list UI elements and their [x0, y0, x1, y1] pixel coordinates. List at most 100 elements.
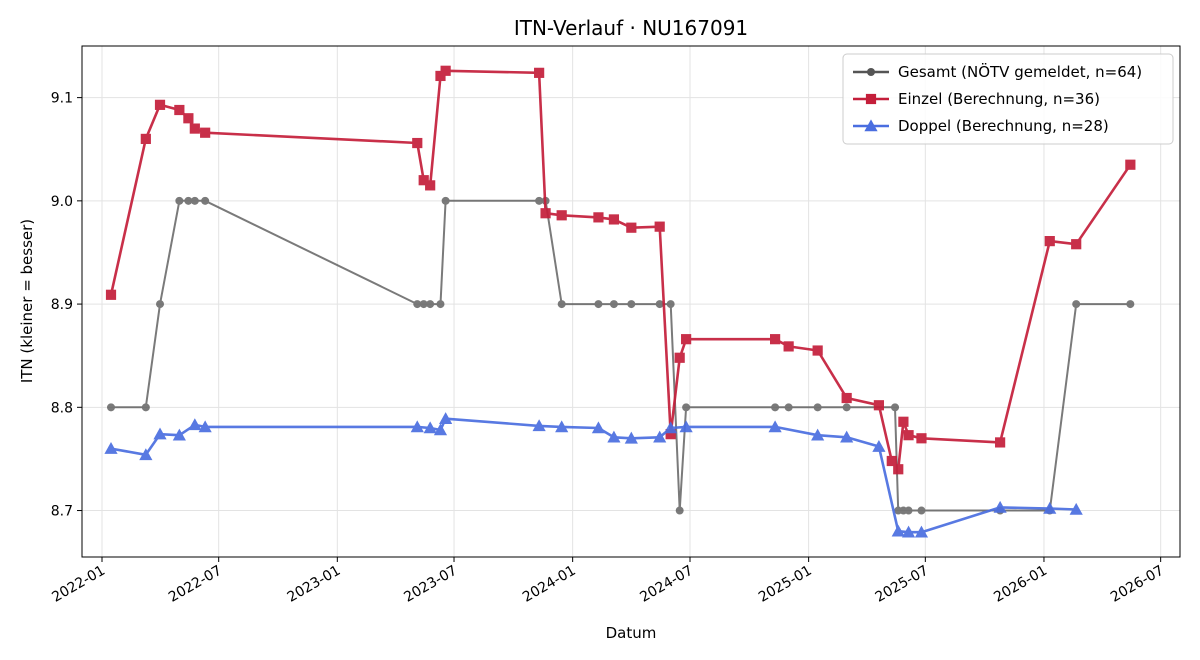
series-line: [110, 417, 1077, 534]
y-tick-label: 9.0: [51, 194, 73, 210]
data-point: [425, 180, 436, 191]
data-point: [873, 400, 885, 411]
data-point: [439, 412, 453, 424]
series-doppel: [104, 412, 1083, 538]
data-point: [1126, 300, 1135, 309]
data-point: [886, 455, 897, 467]
data-point: [419, 300, 428, 309]
data-point: [891, 403, 900, 412]
data-point: [914, 525, 929, 538]
data-point: [140, 133, 151, 145]
data-point: [423, 421, 437, 434]
data-point: [664, 421, 678, 434]
data-point: [813, 403, 822, 412]
data-point: [608, 214, 620, 225]
data-point: [624, 431, 638, 444]
grid: [82, 46, 1180, 557]
y-tick-label: 8.9: [51, 297, 73, 313]
data-point: [898, 416, 909, 427]
data-point: [188, 418, 202, 431]
data-point: [557, 300, 566, 309]
data-point: [784, 403, 793, 412]
y-axis-title: ITN (kleiner = besser): [18, 219, 36, 383]
data-point: [540, 208, 551, 219]
data-point: [675, 506, 684, 515]
series-einzel: [105, 65, 1136, 475]
data-point: [1069, 502, 1083, 515]
data-point: [200, 127, 211, 138]
legend-label: Doppel (Berechnung, n=28): [898, 117, 1109, 135]
data-point: [591, 421, 606, 434]
x-tick-label: 2024-01: [520, 563, 579, 606]
data-point: [198, 420, 212, 433]
data-point: [783, 341, 794, 352]
x-tick-label: 2025-01: [756, 563, 815, 606]
data-point: [917, 506, 926, 515]
data-point: [654, 221, 665, 232]
data-point: [184, 196, 193, 205]
data-point: [556, 210, 567, 221]
data-point: [1044, 236, 1055, 247]
data-point: [627, 300, 636, 309]
x-tick-label: 2023-07: [401, 563, 460, 606]
y-axis: 8.7 8.8 8.9 9.0 9.1: [51, 91, 82, 520]
data-point: [172, 428, 186, 441]
data-point: [141, 403, 150, 412]
data-point: [666, 300, 675, 309]
data-point: [104, 442, 118, 454]
legend-item: Einzel (Berechnung, n=36): [853, 90, 1100, 108]
data-point: [903, 430, 914, 441]
data-point: [435, 70, 446, 82]
data-point: [189, 123, 200, 134]
data-point: [1071, 239, 1082, 250]
data-point: [1072, 300, 1081, 309]
legend-item: Doppel (Berechnung, n=28): [853, 117, 1109, 135]
data-point: [418, 175, 429, 186]
series-gesamt: [107, 196, 1135, 515]
x-tick-label: 2024-07: [637, 563, 696, 606]
data-point: [1043, 501, 1057, 514]
data-point: [154, 99, 166, 110]
data-point: [190, 196, 199, 205]
data-point: [653, 430, 667, 443]
series-layer: [104, 65, 1136, 538]
data-point: [440, 65, 451, 76]
legend-box: [842, 53, 1174, 145]
data-point: [201, 196, 210, 205]
data-point: [916, 433, 927, 444]
data-point: [441, 196, 450, 205]
data-point: [626, 222, 637, 233]
data-point: [607, 430, 621, 443]
legend-marker: [864, 119, 878, 132]
data-point: [609, 300, 618, 309]
y-tick-label: 8.7: [51, 504, 73, 520]
data-point: [674, 352, 685, 363]
data-point: [681, 334, 692, 345]
x-tick-label: 2025-07: [873, 563, 932, 606]
data-point: [904, 506, 913, 515]
data-point: [436, 300, 445, 309]
chart-title: ITN-Verlauf · NU167091: [514, 16, 748, 40]
x-tick-label: 2026-01: [991, 563, 1050, 606]
x-axis-title: Datum: [606, 624, 657, 642]
data-point: [594, 300, 603, 309]
data-point: [901, 525, 916, 538]
data-point: [183, 113, 194, 124]
x-tick-label: 2022-07: [166, 563, 225, 606]
data-point: [535, 196, 544, 205]
legend: Gesamt (NÖTV gemeldet, n=64) Einzel (Bere…: [842, 53, 1174, 145]
legend-marker: [865, 93, 877, 105]
data-point: [655, 300, 664, 309]
legend-label: Einzel (Berechnung, n=36): [898, 90, 1100, 108]
data-point: [771, 403, 780, 412]
data-point: [995, 437, 1006, 448]
y-tick-label: 9.1: [51, 91, 73, 107]
data-point: [768, 420, 782, 433]
data-point: [107, 403, 116, 412]
series-line: [111, 199, 1131, 512]
data-point: [410, 420, 424, 433]
data-point: [532, 419, 546, 432]
data-point: [682, 403, 691, 412]
data-point: [891, 524, 905, 537]
